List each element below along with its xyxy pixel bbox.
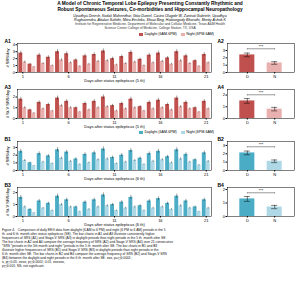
svg-text:B2: B2 bbox=[218, 136, 225, 142]
svg-text:1: 1 bbox=[13, 160, 16, 165]
svg-text:Days after status epilepticus: Days after status epilepticus (6 th) bbox=[84, 222, 145, 227]
svg-text:2: 2 bbox=[13, 94, 16, 99]
svg-text:2: 2 bbox=[223, 151, 226, 156]
svg-text:***: *** bbox=[259, 188, 264, 193]
html-text:Daylight (6AM-6PM): Daylight (6AM-6PM) bbox=[144, 32, 177, 36]
svg-text:3: 3 bbox=[13, 49, 16, 54]
svg-text:1: 1 bbox=[13, 202, 16, 207]
svg-text:21: 21 bbox=[204, 172, 209, 177]
svg-text:1: 1 bbox=[13, 63, 16, 68]
svg-text:1: 1 bbox=[22, 120, 25, 125]
svg-text:16: 16 bbox=[158, 172, 163, 177]
svg-text:0: 0 bbox=[13, 214, 16, 219]
svg-text:B4: B4 bbox=[218, 182, 225, 188]
svg-text:Days after status epilepticus: Days after status epilepticus (6 th) bbox=[84, 176, 145, 181]
svg-text:A2: A2 bbox=[218, 38, 225, 44]
svg-text:2: 2 bbox=[222, 186, 225, 192]
svg-text:Days after status epilepticus: Days after status epilepticus (5 th) bbox=[84, 78, 145, 83]
svg-text:1: 1 bbox=[223, 200, 226, 205]
svg-text:2: 2 bbox=[223, 92, 226, 97]
svg-text:# SRS/day: # SRS/day bbox=[5, 48, 10, 67]
svg-text:N: N bbox=[273, 120, 276, 125]
svg-text:2: 2 bbox=[13, 190, 16, 195]
svg-text:D: D bbox=[246, 120, 249, 125]
svg-text:11: 11 bbox=[112, 119, 117, 125]
html-text:A Model of Chronic Temporal Lo: A Model of Chronic Temporal Lobe Epileps… bbox=[57, 1, 243, 12]
svg-text:Days after status epilepticus: Days after status epilepticus (5 th) bbox=[84, 124, 145, 129]
svg-text:N: N bbox=[273, 218, 276, 223]
svg-text:3: 3 bbox=[223, 48, 226, 53]
svg-text:0: 0 bbox=[13, 168, 16, 173]
svg-text:21: 21 bbox=[204, 218, 209, 223]
svg-text:4: 4 bbox=[13, 42, 16, 47]
svg-text:1: 1 bbox=[22, 74, 25, 79]
svg-text:6: 6 bbox=[68, 172, 71, 177]
svg-text:11: 11 bbox=[112, 217, 117, 223]
svg-text:21: 21 bbox=[204, 120, 209, 125]
svg-text:A1: A1 bbox=[5, 38, 12, 44]
html-text:Upadhya Dinesh, Kodali Maheedh: Upadhya Dinesh, Kodali Maheedhar, Gitai … bbox=[73, 13, 227, 22]
svg-text:2: 2 bbox=[13, 152, 16, 157]
html-text:Night (6PM-6AM): Night (6PM-6AM) bbox=[186, 32, 214, 36]
svg-text:# SRS/day: # SRS/day bbox=[5, 146, 10, 165]
svg-text:11: 11 bbox=[112, 171, 117, 177]
svg-text:D: D bbox=[246, 218, 249, 223]
svg-text:B1: B1 bbox=[5, 136, 12, 142]
svg-text:1: 1 bbox=[223, 104, 226, 109]
svg-text:16: 16 bbox=[158, 74, 163, 79]
svg-text:***: *** bbox=[259, 44, 264, 49]
svg-text:B3: B3 bbox=[5, 182, 12, 188]
svg-text:***: *** bbox=[259, 90, 264, 95]
svg-text:0: 0 bbox=[13, 70, 16, 75]
svg-text:D: D bbox=[246, 74, 249, 79]
svg-text:2: 2 bbox=[13, 56, 16, 61]
html-text:Night (6PM-6AM): Night (6PM-6AM) bbox=[186, 130, 214, 134]
html-text:Figure 4. Comparison of daily: Figure 4. Comparison of daily EEG data f… bbox=[2, 228, 173, 268]
svg-text:A3: A3 bbox=[5, 84, 12, 90]
svg-text:1: 1 bbox=[22, 172, 25, 177]
svg-text:# St-V SRS/day: # St-V SRS/day bbox=[5, 90, 10, 118]
svg-text:3: 3 bbox=[13, 145, 16, 150]
svg-text:# St-V SRS/day: # St-V SRS/day bbox=[5, 188, 10, 216]
svg-text:N: N bbox=[273, 172, 276, 177]
svg-text:21: 21 bbox=[204, 74, 209, 79]
svg-text:11: 11 bbox=[112, 73, 117, 79]
svg-text:1: 1 bbox=[223, 159, 226, 164]
svg-text:1: 1 bbox=[13, 105, 16, 110]
svg-text:3: 3 bbox=[223, 143, 226, 148]
svg-text:D: D bbox=[246, 172, 249, 177]
svg-text:0: 0 bbox=[223, 214, 226, 219]
svg-text:1: 1 bbox=[223, 62, 226, 67]
svg-text:0: 0 bbox=[13, 116, 16, 121]
html-text:Institute for Regenerative Med: Institute for Regenerative Medicine, Dep… bbox=[74, 22, 226, 31]
svg-text:6: 6 bbox=[68, 74, 71, 79]
svg-text:2: 2 bbox=[223, 55, 226, 60]
svg-text:0: 0 bbox=[223, 70, 226, 75]
svg-text:6: 6 bbox=[68, 120, 71, 125]
svg-text:0: 0 bbox=[223, 168, 226, 173]
svg-text:***: *** bbox=[259, 142, 264, 147]
svg-text:N: N bbox=[273, 74, 276, 79]
svg-text:0: 0 bbox=[223, 116, 226, 121]
svg-text:6: 6 bbox=[68, 218, 71, 223]
svg-text:16: 16 bbox=[158, 120, 163, 125]
svg-text:1: 1 bbox=[22, 218, 25, 223]
svg-text:A4: A4 bbox=[218, 84, 225, 90]
svg-text:16: 16 bbox=[158, 218, 163, 223]
html-text:Daylight (6AM-6PM): Daylight (6AM-6PM) bbox=[144, 130, 177, 134]
